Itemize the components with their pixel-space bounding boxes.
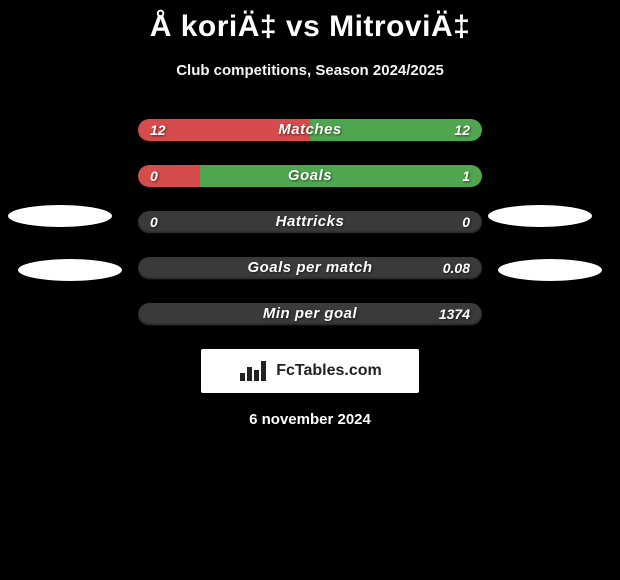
- bars-icon: [238, 359, 270, 383]
- value-right: 0.08: [443, 257, 470, 279]
- badge-text: FcTables.com: [276, 362, 382, 380]
- row-label: Hattricks: [138, 211, 482, 233]
- stat-rows: 12 Matches 12 0 Goals 1 0 Hattricks 0 Go…: [138, 119, 482, 325]
- subtitle: Club competitions, Season 2024/2025: [0, 62, 620, 79]
- fctables-badge: FcTables.com: [201, 349, 419, 393]
- value-right: 12: [454, 119, 470, 141]
- row-hattricks: 0 Hattricks 0: [138, 211, 482, 233]
- row-min-per-goal: Min per goal 1374: [138, 303, 482, 325]
- ellipse-right-2: [498, 259, 602, 281]
- ellipse-right-1: [488, 205, 592, 227]
- value-right: 0: [462, 211, 470, 233]
- ellipse-left-1: [8, 205, 112, 227]
- ellipse-left-2: [18, 259, 122, 281]
- row-label: Matches: [138, 119, 482, 141]
- row-goals-per-match: Goals per match 0.08: [138, 257, 482, 279]
- page-date: 6 november 2024: [0, 411, 620, 428]
- value-right: 1: [462, 165, 470, 187]
- page-title: Å koriÄ‡ vs MitroviÄ‡: [0, 0, 620, 44]
- row-label: Goals: [138, 165, 482, 187]
- infographic-wrap: Å koriÄ‡ vs MitroviÄ‡ Club competitions,…: [0, 0, 620, 580]
- row-label: Goals per match: [138, 257, 482, 279]
- value-right: 1374: [439, 303, 470, 325]
- row-label: Min per goal: [138, 303, 482, 325]
- row-goals: 0 Goals 1: [138, 165, 482, 187]
- row-matches: 12 Matches 12: [138, 119, 482, 141]
